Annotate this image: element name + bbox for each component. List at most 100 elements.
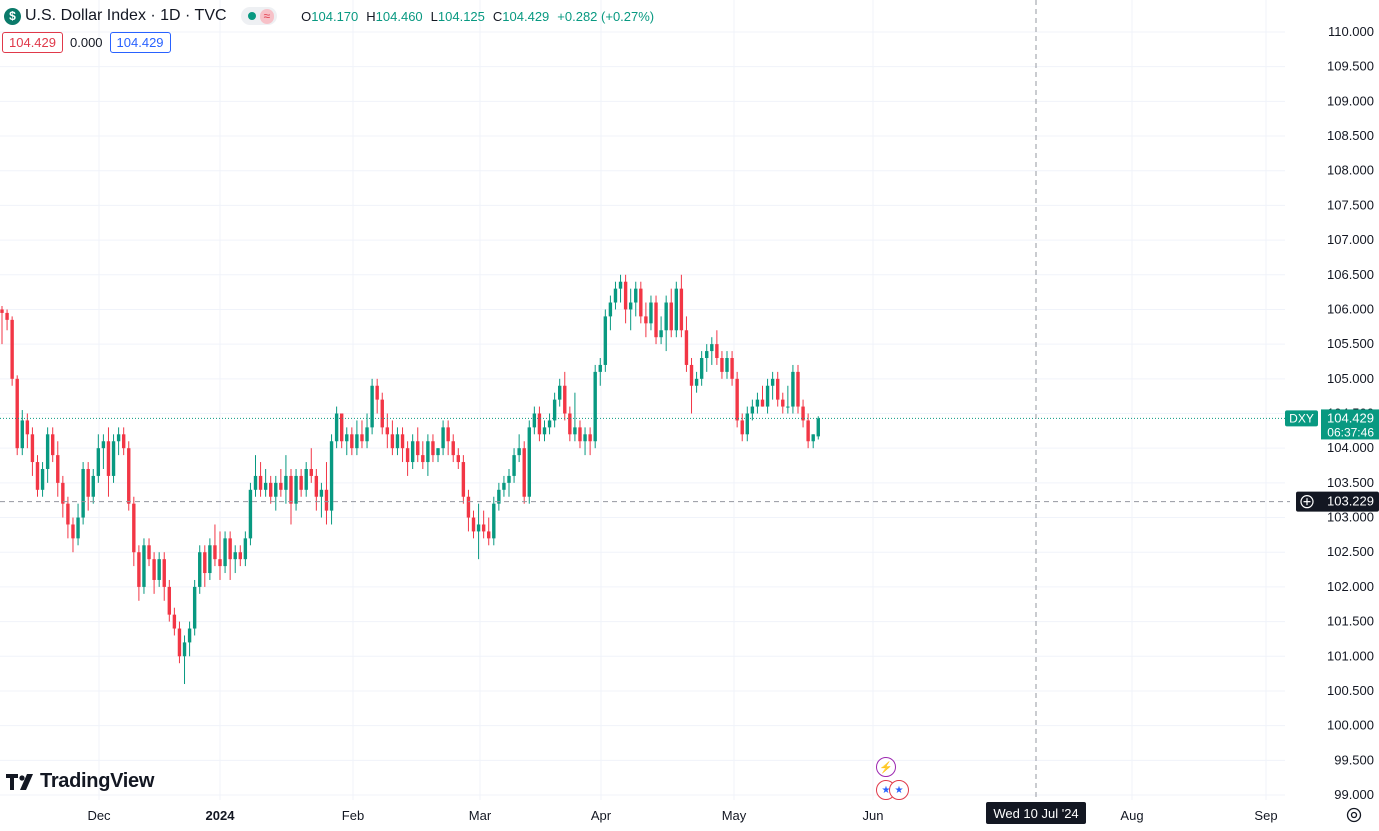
candle-body: [608, 302, 613, 317]
candle-body: [573, 427, 577, 435]
candle-body: [765, 385, 770, 407]
price-tick-label: 99.000: [1334, 787, 1374, 802]
tradingview-logo[interactable]: TradingView: [6, 770, 154, 793]
candle-body: [522, 448, 526, 497]
candle-body: [745, 413, 749, 435]
sell-price-button[interactable]: 104.429: [2, 32, 63, 53]
candle-body: [451, 441, 455, 456]
candle-body: [446, 427, 450, 442]
time-tick-label: Jun: [863, 808, 884, 823]
candle-body: [679, 288, 684, 331]
candle-body: [233, 552, 237, 560]
candle-body: [289, 475, 293, 504]
bolt-icon[interactable]: ⚡: [876, 757, 896, 777]
candle-body: [142, 545, 146, 587]
candle-body: [324, 489, 329, 511]
candle-body: [213, 545, 217, 560]
open-label: O: [301, 8, 312, 24]
last-price-box: [1321, 409, 1379, 440]
candle-body: [106, 441, 111, 476]
candle-body: [71, 524, 75, 539]
candle-body: [121, 434, 126, 449]
candle-body: [5, 312, 9, 320]
market-status-pill[interactable]: ≈: [240, 7, 278, 25]
candle-body: [558, 385, 562, 400]
dollar-icon[interactable]: $: [4, 7, 21, 25]
settings-icon[interactable]: [1345, 806, 1363, 824]
candle-body: [86, 468, 90, 497]
close-value: 104.429: [502, 8, 550, 24]
candle-body: [740, 420, 744, 435]
time-tick-label: Mar: [469, 808, 492, 823]
candle-body: [816, 418, 820, 437]
candle-body: [152, 559, 156, 580]
symbol-title[interactable]: U.S. Dollar Index · 1D · TVC: [25, 7, 227, 24]
candle-body: [735, 378, 739, 421]
candle-body: [238, 552, 242, 560]
candle-body: [203, 552, 207, 574]
us-flag-icon[interactable]: ★: [889, 780, 909, 800]
candle-body: [492, 503, 496, 539]
candle-body: [720, 358, 724, 372]
price-tick-label: 110.000: [1328, 24, 1374, 39]
symbol-badge-bg: [1285, 410, 1318, 427]
candle-body: [45, 434, 50, 469]
candle-body: [725, 358, 729, 372]
candle-body: [715, 344, 719, 359]
price-tick-label: 99.500: [1334, 752, 1374, 767]
change-value: +0.282 (+0.27%): [557, 8, 655, 24]
candle-body: [345, 434, 349, 442]
price-tick-label: 105.000: [1327, 371, 1374, 386]
price-tick-label: 109.000: [1327, 93, 1374, 108]
candle-body: [10, 319, 14, 379]
candle-body: [583, 434, 587, 442]
candle-body: [659, 330, 663, 338]
crosshair-price-box: [1296, 491, 1379, 512]
price-tick-label: 109.500: [1327, 59, 1374, 74]
candle-body: [436, 448, 440, 456]
candle-body: [51, 434, 55, 456]
candle-body: [66, 503, 70, 525]
candle-body: [56, 455, 60, 483]
candle-body: [416, 441, 420, 456]
price-tick-label: 101.000: [1327, 648, 1374, 663]
candle-body: [578, 427, 582, 442]
candle-body: [192, 586, 197, 629]
candle-body: [101, 441, 106, 449]
candle-body: [127, 448, 131, 504]
candle-body: [30, 434, 35, 463]
price-tick-label: 106.500: [1327, 267, 1374, 282]
candle-body: [527, 427, 531, 497]
price-tick-label: 105.500: [1327, 336, 1374, 351]
candle-body: [497, 489, 501, 504]
candle-body: [314, 475, 319, 497]
candle-body: [284, 475, 288, 490]
candle-body: [517, 448, 521, 456]
candle-body: [613, 288, 618, 303]
candle-body: [360, 434, 364, 442]
candle-body: [552, 399, 557, 421]
buy-price-button[interactable]: 104.429: [109, 32, 171, 53]
candle-body: [137, 552, 141, 587]
candle-body: [603, 316, 608, 365]
time-tick-label: Apr: [591, 808, 612, 823]
candle-body: [481, 524, 486, 532]
price-tick-label: 103.500: [1327, 475, 1374, 490]
candle-body: [456, 455, 460, 463]
price-tick-label: 106.000: [1327, 301, 1374, 316]
candle-body: [405, 448, 410, 463]
candle-body: [593, 371, 597, 442]
candle-body: [157, 559, 161, 580]
low-label: L: [430, 8, 438, 24]
time-tick-label: Sep: [1254, 808, 1277, 823]
candle-body: [380, 399, 384, 428]
candle-body: [628, 302, 633, 310]
price-tick-label: 107.500: [1327, 197, 1374, 212]
candle-body: [639, 288, 643, 317]
time-tick-label: 2024: [206, 808, 236, 823]
candle-body: [811, 434, 815, 442]
price-tick-label: 100.000: [1327, 718, 1374, 733]
candle-body: [750, 406, 755, 414]
candle-body: [91, 475, 95, 497]
